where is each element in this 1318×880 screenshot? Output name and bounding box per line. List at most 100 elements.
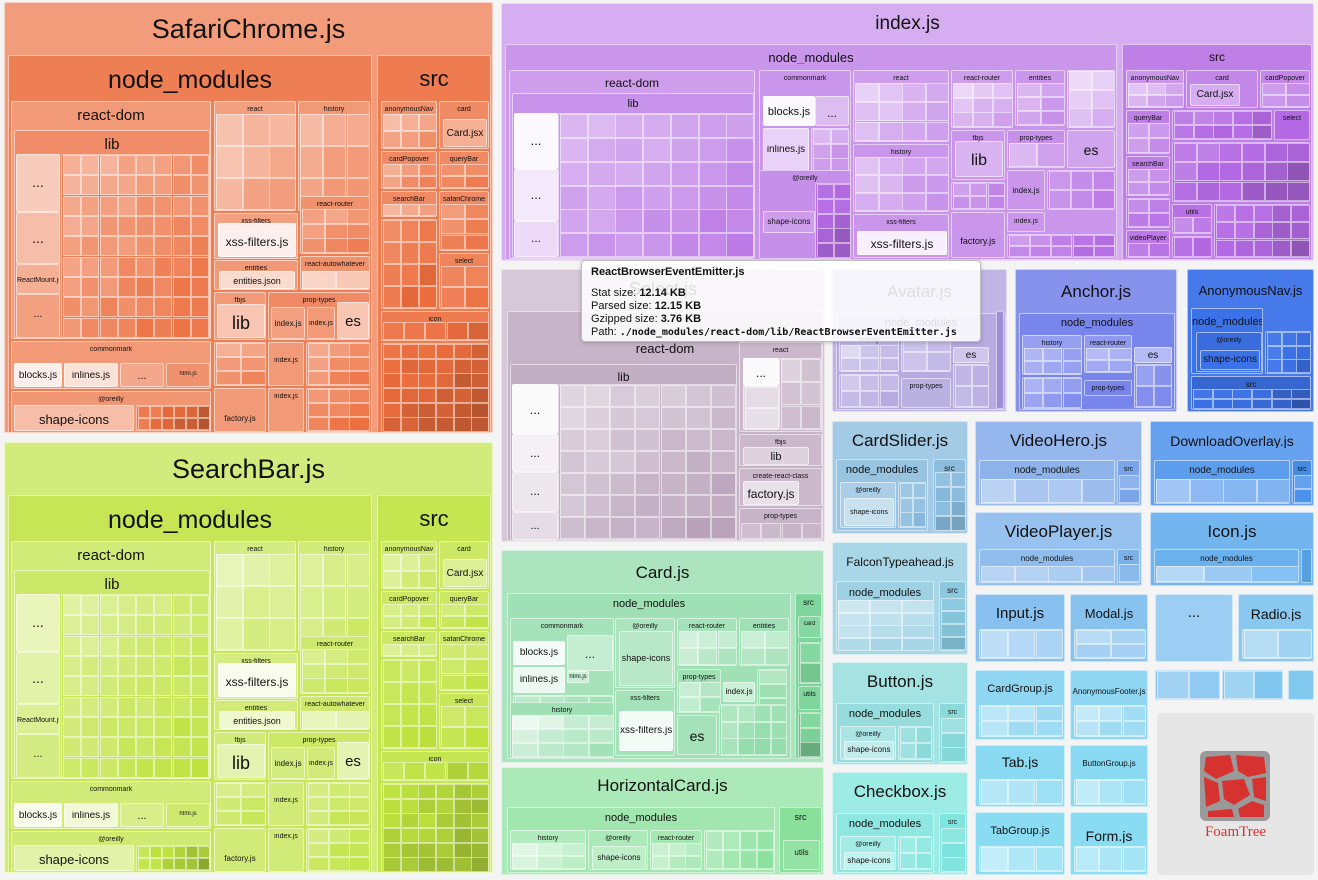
module-cell[interactable]	[1174, 111, 1194, 125]
safarichrome-root-0-16-1[interactable]	[136, 405, 210, 431]
index-[interactable]: ...	[514, 169, 558, 221]
module-cell[interactable]	[561, 843, 585, 856]
searchbar-lib[interactable]: ...... ReactMount.js... lib	[14, 570, 210, 778]
module-cell[interactable]	[711, 473, 735, 495]
index-root-1-10[interactable]	[1214, 204, 1310, 258]
module-cell[interactable]	[1254, 205, 1273, 222]
module-cell[interactable]	[754, 738, 771, 755]
module-cell[interactable]	[383, 264, 401, 286]
module-cell[interactable]	[860, 391, 879, 407]
module-cell[interactable]	[418, 388, 436, 403]
module-cell[interactable]	[1174, 217, 1193, 233]
module-cell[interactable]	[834, 199, 850, 214]
module-cell[interactable]	[383, 220, 401, 242]
module-cell[interactable]	[661, 473, 686, 495]
module-cell[interactable]	[323, 146, 346, 178]
module-cell[interactable]	[1267, 332, 1282, 346]
module-cell[interactable]	[935, 487, 951, 502]
module-cell[interactable]	[419, 660, 436, 682]
module-cell[interactable]	[269, 554, 295, 586]
module-cell[interactable]	[1048, 566, 1082, 582]
module-cell[interactable]	[347, 146, 369, 178]
card-src[interactable]: card utils src	[795, 593, 822, 759]
module-cell[interactable]	[465, 204, 488, 219]
card-root-1-3[interactable]	[798, 712, 821, 758]
module-cell[interactable]	[560, 209, 588, 233]
module-cell[interactable]	[610, 385, 635, 407]
module-cell[interactable]	[81, 155, 99, 175]
module-cell[interactable]	[1254, 240, 1273, 257]
module-cell[interactable]	[1099, 847, 1122, 871]
module-cell[interactable]	[173, 297, 191, 317]
module-cell[interactable]	[1036, 721, 1062, 736]
module-cell[interactable]	[441, 616, 465, 628]
module-cell[interactable]	[243, 618, 270, 650]
module-cell[interactable]	[941, 598, 965, 611]
module-cell[interactable]	[471, 813, 488, 828]
module-cell[interactable]	[1272, 389, 1292, 399]
module-cell[interactable]	[615, 138, 643, 162]
module-cell[interactable]	[1043, 378, 1062, 393]
module-cell[interactable]	[347, 114, 369, 146]
module-cell[interactable]	[1252, 399, 1272, 409]
index-entities[interactable]: entities	[1015, 70, 1065, 126]
module-cell[interactable]	[512, 856, 537, 869]
module-cell[interactable]	[560, 114, 588, 138]
module-cell[interactable]	[900, 727, 916, 743]
module-cell[interactable]	[81, 758, 99, 777]
module-cell[interactable]	[186, 406, 198, 418]
horizontalcard-utils[interactable]: utils	[783, 840, 820, 870]
searchbar-index-js[interactable]: index.js	[307, 747, 335, 779]
searchbar-index-js[interactable]: index.js	[268, 782, 304, 826]
horizontalcard-shape-icons[interactable]: shape-icons	[592, 846, 646, 869]
module-cell[interactable]	[401, 220, 419, 242]
module-cell[interactable]	[418, 813, 436, 828]
module-cell[interactable]	[941, 611, 965, 624]
module-cell[interactable]	[1030, 246, 1051, 257]
module-cell[interactable]	[401, 660, 419, 682]
safarichrome-root-1-6[interactable]	[381, 219, 437, 309]
module-cell[interactable]	[401, 114, 419, 131]
module-cell[interactable]	[561, 856, 585, 869]
module-cell[interactable]	[765, 631, 788, 648]
module-cell[interactable]	[635, 451, 660, 473]
index-lib[interactable]: lib	[955, 141, 1003, 177]
button-root-0-1[interactable]	[898, 726, 932, 760]
module-cell[interactable]	[150, 406, 162, 418]
module-cell[interactable]	[1278, 630, 1311, 658]
module-cell[interactable]	[993, 98, 1012, 113]
module-cell[interactable]	[419, 726, 436, 748]
module-cell[interactable]	[1069, 90, 1092, 109]
safarichrome-blocks-js[interactable]: blocks.js	[14, 363, 62, 387]
searchbar-searchbar[interactable]: searchBar	[381, 631, 437, 657]
module-cell[interactable]	[454, 403, 472, 418]
module-cell[interactable]	[817, 184, 834, 199]
module-cell[interactable]	[1092, 108, 1114, 127]
module-cell[interactable]	[383, 388, 401, 403]
modal-root-0[interactable]	[1074, 629, 1146, 659]
module-cell[interactable]	[419, 176, 436, 188]
module-cell[interactable]	[1041, 97, 1064, 111]
module-cell[interactable]	[454, 784, 472, 799]
module-cell[interactable]	[537, 856, 562, 869]
module-cell[interactable]	[118, 175, 136, 195]
module-cell[interactable]	[241, 783, 265, 797]
module-cell[interactable]	[1216, 240, 1235, 257]
module-cell[interactable]	[1123, 706, 1145, 721]
module-cell[interactable]	[173, 697, 191, 717]
module-cell[interactable]	[1136, 365, 1154, 386]
module-cell[interactable]	[671, 162, 699, 186]
module-cell[interactable]	[419, 616, 436, 628]
module-cell[interactable]	[118, 737, 136, 757]
module-cell[interactable]	[465, 176, 488, 188]
card-card-js[interactable]: blocks.js... inlines.js html.js commonmark s…	[501, 550, 824, 763]
module-cell[interactable]	[955, 386, 972, 407]
module-cell[interactable]	[902, 102, 926, 121]
module-cell[interactable]	[1233, 125, 1253, 139]
module-cell[interactable]	[955, 365, 972, 386]
index-root-0-1-3[interactable]	[811, 128, 849, 174]
module-cell[interactable]	[800, 742, 820, 757]
module-cell[interactable]	[383, 644, 401, 656]
module-cell[interactable]	[1128, 83, 1147, 95]
module-cell[interactable]	[325, 649, 348, 664]
